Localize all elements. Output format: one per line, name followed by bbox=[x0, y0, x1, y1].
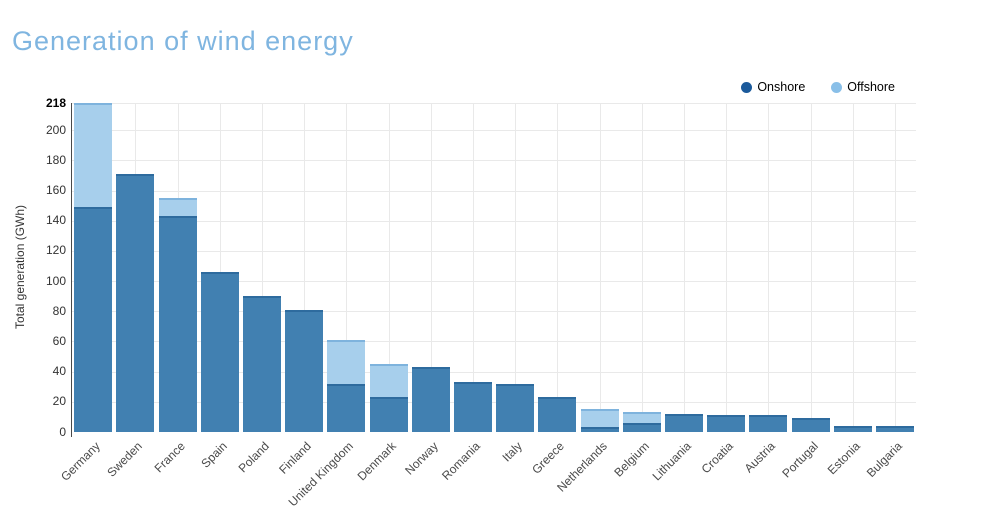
bar-italy-onshore[interactable] bbox=[496, 383, 535, 432]
legend-label-onshore: Onshore bbox=[757, 80, 806, 94]
y-axis-tick-140: 140 bbox=[45, 213, 66, 228]
gridline-vertical bbox=[683, 103, 685, 432]
y-axis-tick-180: 180 bbox=[45, 152, 66, 167]
gridline-horizontal bbox=[72, 160, 916, 162]
gridline-vertical bbox=[810, 103, 812, 432]
bar-germany-offshore[interactable] bbox=[74, 103, 113, 208]
y-axis-line bbox=[71, 103, 72, 437]
bar-lithuania-onshore[interactable] bbox=[664, 413, 703, 432]
gridline-vertical bbox=[557, 103, 559, 432]
y-axis-tick-120: 120 bbox=[45, 243, 66, 258]
page-title: Generation of wind energy bbox=[12, 26, 354, 56]
gridline-vertical bbox=[430, 103, 432, 432]
gridline-vertical bbox=[768, 103, 770, 432]
y-axis-tick-218: 218 bbox=[45, 95, 66, 110]
bar-united-kingdom-offshore[interactable] bbox=[327, 339, 366, 384]
bar-france-offshore[interactable] bbox=[158, 198, 197, 217]
y-axis-tick-60: 60 bbox=[52, 333, 66, 348]
legend: Onshore Offshore bbox=[741, 80, 895, 94]
bar-poland-onshore[interactable] bbox=[242, 296, 281, 432]
gridline-horizontal bbox=[72, 281, 916, 283]
bar-france-onshore[interactable] bbox=[158, 216, 197, 432]
gridline-horizontal bbox=[72, 311, 916, 313]
gridline-vertical bbox=[894, 103, 896, 432]
bar-denmark-onshore[interactable] bbox=[369, 397, 408, 432]
y-axis-tick-40: 40 bbox=[52, 364, 66, 379]
bar-denmark-offshore[interactable] bbox=[369, 364, 408, 398]
gridline-vertical bbox=[346, 103, 348, 432]
gridline-vertical bbox=[472, 103, 474, 432]
x-axis-label-germany: Germany bbox=[58, 439, 104, 484]
bar-croatia-onshore[interactable] bbox=[707, 415, 746, 432]
offshore-legend-dot-icon bbox=[831, 81, 843, 93]
y-axis-tick-80: 80 bbox=[52, 303, 66, 318]
gridline-vertical bbox=[261, 103, 263, 432]
bar-united-kingdom-onshore[interactable] bbox=[327, 383, 366, 432]
bar-belgium-onshore[interactable] bbox=[622, 422, 661, 432]
gridline-horizontal bbox=[72, 371, 916, 373]
y-axis-tick-200: 200 bbox=[45, 122, 66, 137]
y-axis-tick-20: 20 bbox=[52, 394, 66, 409]
gridline-vertical bbox=[304, 103, 306, 432]
gridline-horizontal bbox=[72, 190, 916, 192]
bar-belgium-offshore[interactable] bbox=[622, 412, 661, 423]
bar-spain-onshore[interactable] bbox=[200, 272, 239, 432]
legend-label-offshore: Offshore bbox=[847, 80, 895, 94]
bar-greece-onshore[interactable] bbox=[538, 397, 577, 432]
gridline-vertical bbox=[599, 103, 601, 432]
gridline-vertical bbox=[852, 103, 854, 432]
bar-netherlands-offshore[interactable] bbox=[580, 409, 619, 428]
bar-romania-onshore[interactable] bbox=[453, 382, 492, 432]
bar-sweden-onshore[interactable] bbox=[116, 173, 155, 432]
gridline-horizontal bbox=[72, 250, 916, 252]
y-axis-tick-100: 100 bbox=[45, 273, 66, 288]
gridline-horizontal bbox=[72, 401, 916, 403]
y-axis-tick-0: 0 bbox=[59, 424, 66, 439]
gridline-vertical bbox=[515, 103, 517, 432]
gridline-vertical bbox=[641, 103, 643, 432]
gridline-vertical bbox=[219, 103, 221, 432]
legend-item-offshore[interactable]: Offshore bbox=[831, 80, 895, 94]
bar-finland-onshore[interactable] bbox=[285, 309, 324, 432]
bar-norway-onshore[interactable] bbox=[411, 367, 450, 432]
gridline-horizontal bbox=[72, 220, 916, 222]
gridline-horizontal bbox=[72, 341, 916, 343]
bar-estonia-onshore[interactable] bbox=[833, 425, 872, 432]
bar-austria-onshore[interactable] bbox=[749, 415, 788, 432]
onshore-legend-dot-icon bbox=[741, 81, 753, 93]
gridline-horizontal bbox=[72, 130, 916, 132]
gridline-horizontal bbox=[72, 103, 916, 104]
bar-bulgaria-onshore[interactable] bbox=[875, 425, 914, 432]
y-axis-tick-160: 160 bbox=[45, 183, 66, 198]
bar-netherlands-onshore[interactable] bbox=[580, 427, 619, 432]
legend-item-onshore[interactable]: Onshore bbox=[741, 80, 805, 94]
plot-area bbox=[72, 103, 916, 432]
bar-germany-onshore[interactable] bbox=[74, 207, 113, 432]
bar-portugal-onshore[interactable] bbox=[791, 418, 830, 432]
gridline-vertical bbox=[726, 103, 728, 432]
gridline-vertical bbox=[388, 103, 390, 432]
